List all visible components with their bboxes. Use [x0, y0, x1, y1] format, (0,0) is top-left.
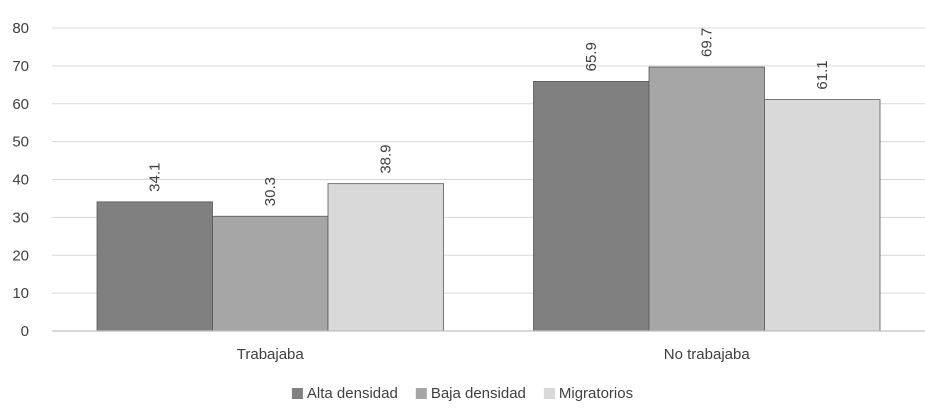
bar-alta-densidad-trabajaba: [96, 201, 213, 332]
y-tick-label-80: 80: [12, 20, 29, 37]
data-label-baja-densidad-trabajaba: 30.3: [262, 177, 279, 206]
bar-migratorios-trabajaba: [327, 183, 444, 332]
bar-migratorios-no-trabajaba: [764, 99, 881, 332]
legend-label: Migratorios: [559, 385, 633, 402]
y-tick-label-30: 30: [12, 209, 29, 226]
y-tick-label-70: 70: [12, 58, 29, 75]
y-axis-tick-labels: 0 10 20 30 40 50 60 70 80: [12, 20, 29, 340]
legend-swatch: [291, 388, 303, 399]
legend-swatch: [543, 388, 555, 399]
data-label-baja-densidad-no-trabajaba: 69.7: [699, 28, 716, 57]
legend-item-alta-densidad: Alta densidad: [291, 385, 398, 402]
y-tick-label-20: 20: [12, 247, 29, 264]
bar-baja-densidad-no-trabajaba: [648, 66, 765, 332]
bars: [96, 66, 881, 332]
legend-label: Alta densidad: [307, 385, 398, 402]
data-label-migratorios-no-trabajaba: 61.1: [814, 60, 831, 89]
data-label-alta-densidad-no-trabajaba: 65.9: [583, 42, 600, 71]
legend-item-baja-densidad: Baja densidad: [415, 385, 526, 402]
y-tick-label-10: 10: [12, 285, 29, 302]
y-tick-label-60: 60: [12, 96, 29, 113]
bar-alta-densidad-no-trabajaba: [533, 81, 650, 332]
category-label-no-trabajaba: No trabajaba: [664, 346, 751, 363]
y-tick-label-50: 50: [12, 134, 29, 151]
legend-label: Baja densidad: [431, 385, 526, 402]
data-label-alta-densidad-trabajaba: 34.1: [147, 163, 164, 192]
legend-swatch: [415, 388, 427, 399]
y-tick-label-40: 40: [12, 172, 29, 189]
y-tick-label-0: 0: [21, 323, 29, 340]
legend-item-migratorios: Migratorios: [543, 385, 633, 402]
data-labels: 34.1 30.3 38.9 65.9 69.7 61.1: [147, 28, 832, 206]
category-label-trabajaba: Trabajaba: [237, 346, 305, 363]
legend: Alta densidad Baja densidad Migratorios: [291, 385, 633, 402]
bar-baja-densidad-trabajaba: [212, 215, 329, 332]
x-axis-category-labels: Trabajaba No trabajaba: [237, 346, 751, 363]
data-label-migratorios-trabajaba: 38.9: [378, 144, 395, 173]
